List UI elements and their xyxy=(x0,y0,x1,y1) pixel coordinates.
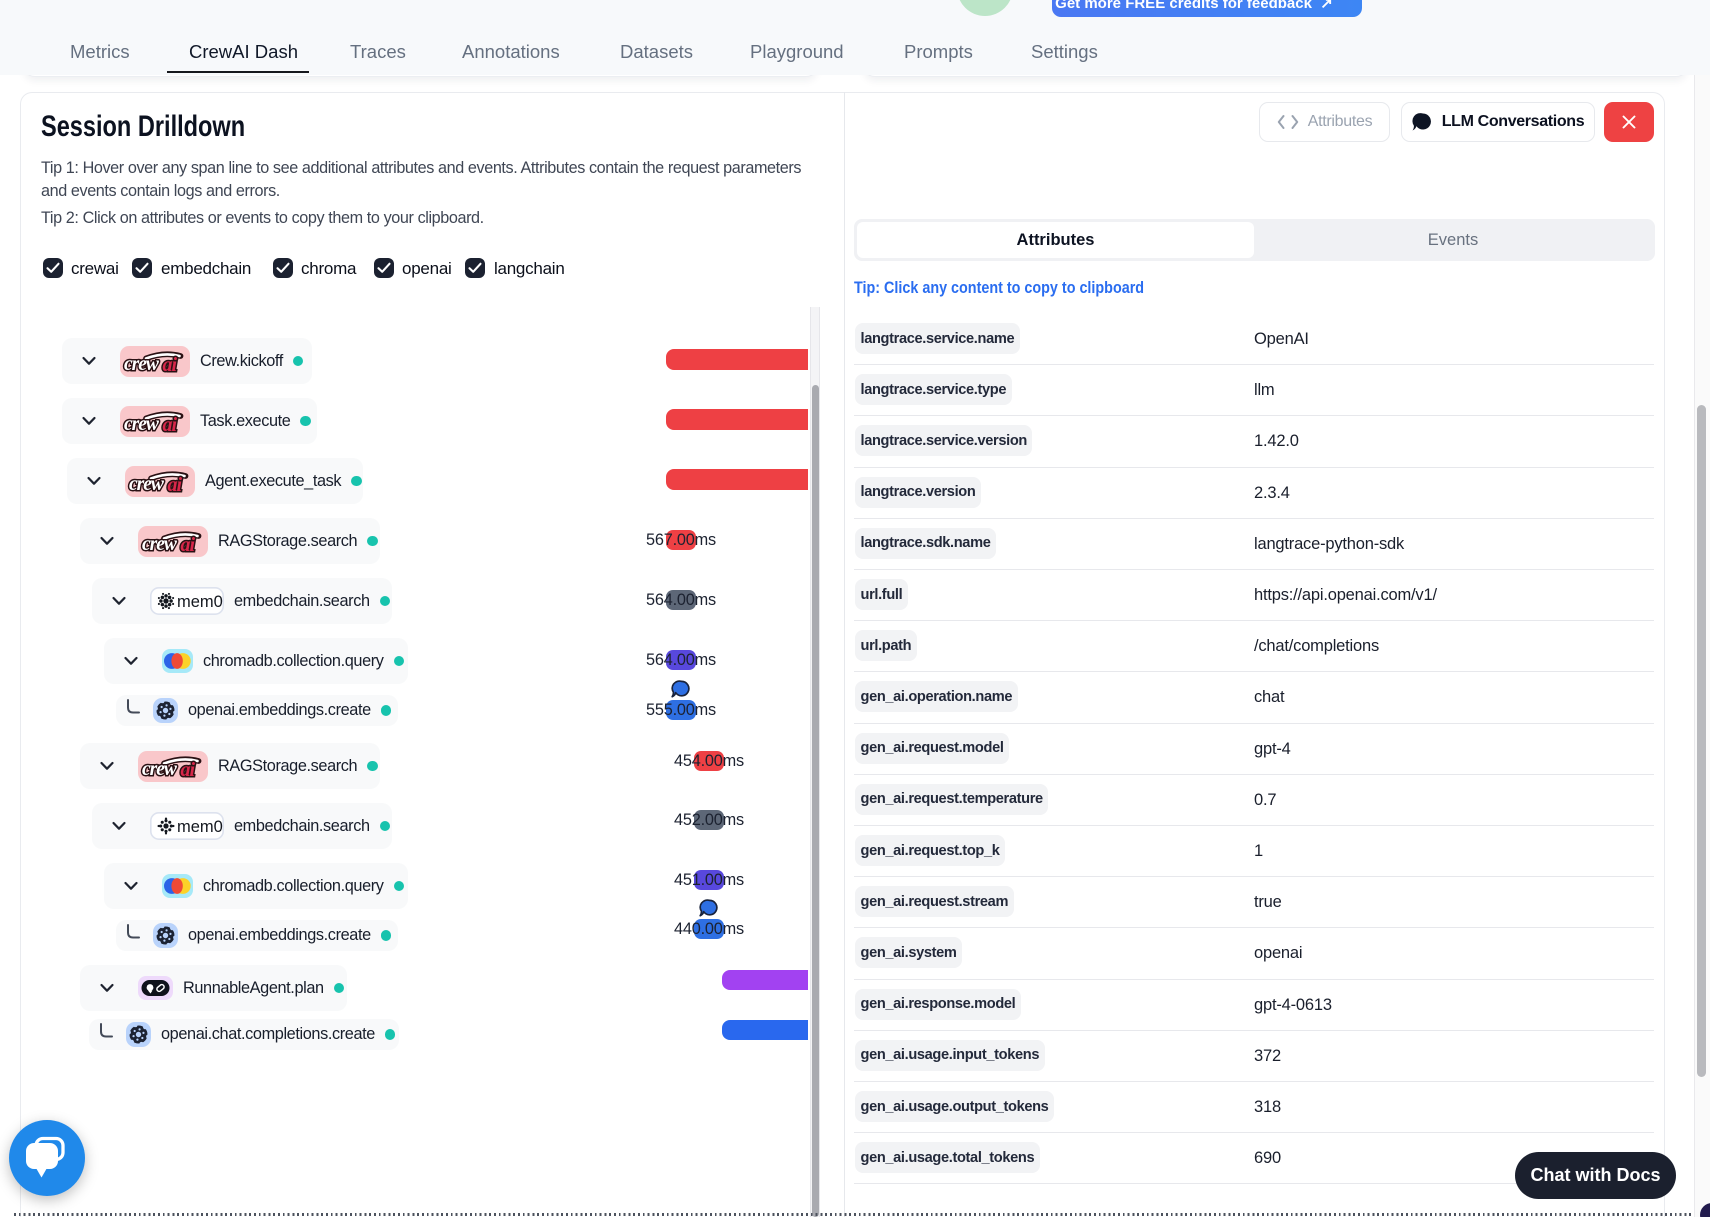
svg-text:crew: crew xyxy=(142,759,178,780)
svg-text:ai: ai xyxy=(168,474,183,496)
svg-text:ai: ai xyxy=(163,354,178,376)
svg-text:mem0: mem0 xyxy=(177,593,223,611)
svg-text:crew: crew xyxy=(129,474,165,495)
svg-text:ai: ai xyxy=(163,414,178,436)
svg-text:crew: crew xyxy=(142,534,178,555)
svg-text:ai: ai xyxy=(181,534,196,556)
svg-text:ai: ai xyxy=(181,759,196,781)
svg-text:mem0: mem0 xyxy=(177,818,223,836)
svg-text:crew: crew xyxy=(124,354,160,375)
svg-text:crew: crew xyxy=(124,414,160,435)
